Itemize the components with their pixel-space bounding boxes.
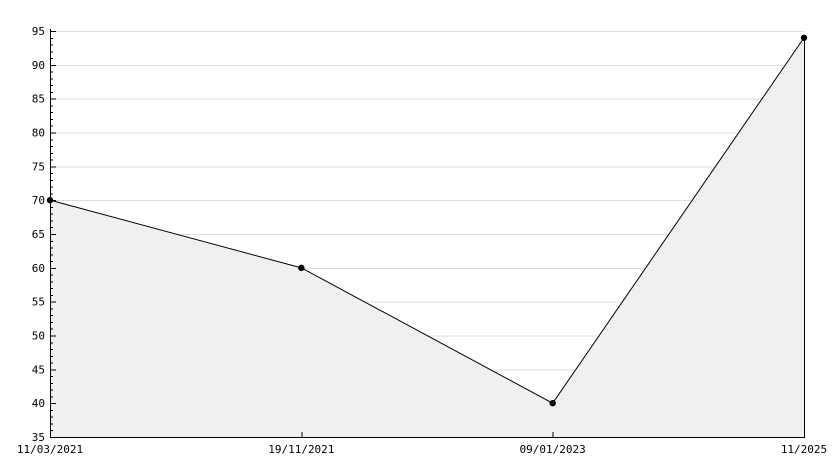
y-axis-label: 50 bbox=[32, 330, 45, 343]
x-axis-label: 11/03/2021 bbox=[17, 443, 83, 456]
data-point-marker bbox=[46, 196, 54, 204]
x-axis-label: 09/01/2023 bbox=[520, 443, 586, 456]
y-axis-label: 90 bbox=[32, 59, 45, 72]
data-line bbox=[49, 37, 805, 404]
y-axis-label: 80 bbox=[32, 127, 45, 140]
y-axis-label: 35 bbox=[32, 431, 45, 444]
y-axis-label: 85 bbox=[32, 93, 45, 106]
y-axis-labels: 35 40 45 50 55 60 65 70 75 80 85 90 95 bbox=[32, 25, 45, 444]
x-axis-label: 11/2025 bbox=[781, 443, 827, 456]
x-axis-labels: 11/03/2021 19/11/2021 09/01/2023 11/2025 bbox=[17, 443, 827, 456]
y-axis-label: 60 bbox=[32, 262, 45, 275]
y-axis-label: 40 bbox=[32, 397, 45, 410]
x-axis-label: 19/11/2021 bbox=[268, 443, 334, 456]
y-axis-label: 95 bbox=[32, 25, 45, 38]
y-axis bbox=[50, 29, 56, 438]
area-fill bbox=[50, 37, 804, 438]
x-axis bbox=[50, 432, 805, 438]
y-axis-label: 55 bbox=[32, 296, 45, 309]
y-axis-label: 45 bbox=[32, 363, 45, 376]
y-axis-label: 65 bbox=[32, 228, 45, 241]
y-axis-label: 75 bbox=[32, 160, 45, 173]
data-markers bbox=[46, 34, 808, 407]
data-point-marker bbox=[298, 264, 305, 272]
data-point-marker bbox=[549, 399, 556, 407]
data-point-marker bbox=[800, 34, 808, 41]
y-axis-label: 70 bbox=[32, 194, 45, 207]
